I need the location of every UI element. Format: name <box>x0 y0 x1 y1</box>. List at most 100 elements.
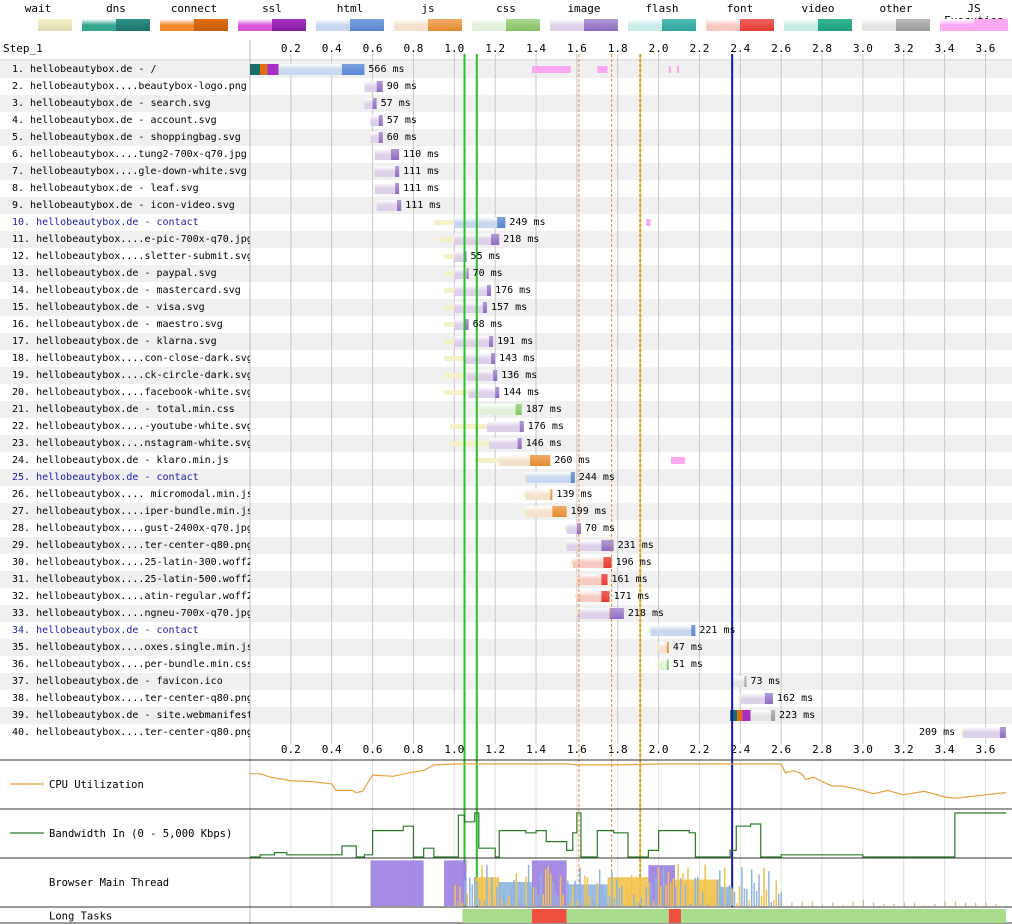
row-stripe <box>0 673 1012 690</box>
legend-item-image: image <box>548 2 620 32</box>
request-label[interactable]: 27. hellobeautybox....iper-bundle.min.js <box>12 506 250 517</box>
request-duration: 566 ms <box>368 64 405 75</box>
bar-download <box>397 200 402 211</box>
request-label[interactable]: 7. hellobeautybox....gle-down-white.svg <box>12 166 247 177</box>
tick-label: 1.0 <box>444 743 464 756</box>
main-thread-activity <box>643 904 645 906</box>
main-thread-activity <box>704 864 706 906</box>
bar-download <box>378 132 383 143</box>
bar-wait <box>960 730 964 735</box>
request-label[interactable]: 29. hellobeautybox....ter-center-q80.png <box>12 540 250 551</box>
request-label[interactable]: 8. hellobeautybox.de - leaf.svg <box>12 183 199 194</box>
bar-download <box>493 370 498 381</box>
js-execution-mark <box>670 457 686 464</box>
request-label[interactable]: 5. hellobeautybox.de - shoppingbag.svg <box>12 132 241 143</box>
request-label[interactable]: 20. hellobeautybox....facebook-white.svg <box>12 387 250 398</box>
tick-label: 2.8 <box>812 743 832 756</box>
bar-ttfb <box>658 642 667 653</box>
request-label[interactable]: 24. hellobeautybox.de - klaro.min.js <box>12 455 229 466</box>
request-label[interactable]: 6. hellobeautybox....tung2-700x-q70.jpg <box>12 149 247 160</box>
main-thread-activity <box>714 892 716 906</box>
legend-swatch-download <box>194 19 228 31</box>
request-label[interactable]: 4. hellobeautybox.de - account.svg <box>12 115 217 126</box>
legend-label: css <box>496 2 516 15</box>
legend-label: font <box>726 2 754 15</box>
request-label[interactable]: 38. hellobeautybox....ter-center-q80.png <box>12 693 250 704</box>
request-label[interactable]: 37. hellobeautybox.de - favicon.ico <box>12 676 223 687</box>
request-label[interactable]: 32. hellobeautybox....atin-regular.woff2 <box>12 591 250 602</box>
request-label[interactable]: 14. hellobeautybox.de - mastercard.svg <box>12 285 241 296</box>
bar-download <box>464 251 467 262</box>
request-label[interactable]: 3. hellobeautybox.de - search.svg <box>12 98 211 109</box>
main-thread-activity <box>655 877 657 906</box>
request-label[interactable]: 31. hellobeautybox....25-latin-500.woff2 <box>12 574 250 585</box>
request-duration: 146 ms <box>525 438 562 449</box>
bar-ttfb <box>454 234 492 245</box>
legend-swatch-download <box>662 19 696 31</box>
main-thread-activity <box>370 860 424 906</box>
section-label: Bandwidth In (0 - 5,000 Kbps) <box>49 828 232 840</box>
legend-swatch <box>238 19 306 31</box>
request-label[interactable]: 13. hellobeautybox.de - paypal.svg <box>12 268 217 279</box>
request-label[interactable]: 30. hellobeautybox....25-latin-300.woff2 <box>12 557 250 568</box>
main-thread-activity <box>542 894 545 906</box>
request-label[interactable]: 16. hellobeautybox.de - maestro.svg <box>12 319 223 330</box>
request-label[interactable]: 2. hellobeautybox....beautybox-logo.png <box>12 81 247 92</box>
request-label[interactable]: 12. hellobeautybox....sletter-submit.svg <box>12 251 250 262</box>
request-label[interactable]: 35. hellobeautybox....oxes.single.min.js <box>12 642 250 653</box>
request-duration: 196 ms <box>615 557 652 568</box>
request-label[interactable]: 34. hellobeautybox.de - contact <box>12 625 199 636</box>
request-label[interactable]: 10. hellobeautybox.de - contact <box>12 217 199 228</box>
bar-ttfb <box>278 64 342 75</box>
request-duration: 199 ms <box>570 506 607 517</box>
request-label[interactable]: 17. hellobeautybox.de - klarna.svg <box>12 336 217 347</box>
request-label[interactable]: 36. hellobeautybox....per-bundle.min.css <box>12 659 250 670</box>
request-label[interactable]: 15. hellobeautybox.de - visa.svg <box>12 302 205 313</box>
main-thread-activity <box>483 900 486 906</box>
request-label[interactable]: 28. hellobeautybox....gust-2400x-q70.jpg <box>12 523 250 534</box>
main-thread-activity <box>883 903 885 906</box>
request-label[interactable]: 21. hellobeautybox.de - total.min.css <box>12 404 235 415</box>
main-thread-activity <box>545 868 547 906</box>
bar-download <box>395 183 400 194</box>
main-thread-activity <box>554 892 557 906</box>
request-label[interactable]: 23. hellobeautybox....nstagram-white.svg <box>12 438 250 449</box>
legend-label: connect <box>170 2 218 15</box>
request-label[interactable]: 1. hellobeautybox.de - / <box>12 64 157 75</box>
legend-swatch-download <box>38 19 72 31</box>
tick-label: 2.8 <box>812 42 832 55</box>
request-label[interactable]: 40. hellobeautybox....ter-center-q80.png <box>12 727 250 738</box>
request-duration: 110 ms <box>403 149 440 160</box>
tick-label: 2.0 <box>649 42 669 55</box>
bar-download <box>395 166 400 177</box>
request-label[interactable]: 39. hellobeautybox.de - site.webmanifest <box>12 710 250 721</box>
tick-label: 3.2 <box>894 743 914 756</box>
bar-ttfb <box>364 81 377 92</box>
main-thread-activity <box>975 902 977 906</box>
bar-download <box>666 659 669 670</box>
request-label[interactable]: 33. hellobeautybox....ngneu-700x-q70.jpg <box>12 608 250 619</box>
section-label: CPU Utilization <box>49 779 144 791</box>
tick-label: 2.2 <box>690 42 710 55</box>
request-label[interactable]: 25. hellobeautybox.de - contact <box>12 472 199 483</box>
main-thread-activity <box>505 902 508 906</box>
legend-swatch-ttfb <box>82 19 116 31</box>
request-label[interactable]: 26. hellobeautybox.... micromodal.min.js <box>12 489 250 500</box>
main-thread-activity <box>628 891 630 906</box>
main-thread-activity <box>862 900 864 906</box>
tick-label: 3.2 <box>894 42 914 55</box>
request-label[interactable]: 22. hellobeautybox....-youtube-white.svg <box>12 421 250 432</box>
bar-download <box>489 336 494 347</box>
request-label[interactable]: 19. hellobeautybox....ck-circle-dark.svg <box>12 370 250 381</box>
request-label[interactable]: 11. hellobeautybox....e-pic-700x-q70.jpg <box>12 234 250 245</box>
bar-ttfb <box>374 149 391 160</box>
request-duration: 157 ms <box>490 302 528 313</box>
main-thread-activity <box>652 900 655 906</box>
request-label[interactable]: 18. hellobeautybox....con-close-dark.svg <box>12 353 250 364</box>
main-thread-activity <box>780 892 782 906</box>
row-stripe <box>0 503 1012 520</box>
bar-wait <box>570 560 573 565</box>
main-thread-activity <box>594 902 596 906</box>
legend-swatch <box>550 19 618 31</box>
request-label[interactable]: 9. hellobeautybox.de - icon-video.svg <box>12 200 235 211</box>
